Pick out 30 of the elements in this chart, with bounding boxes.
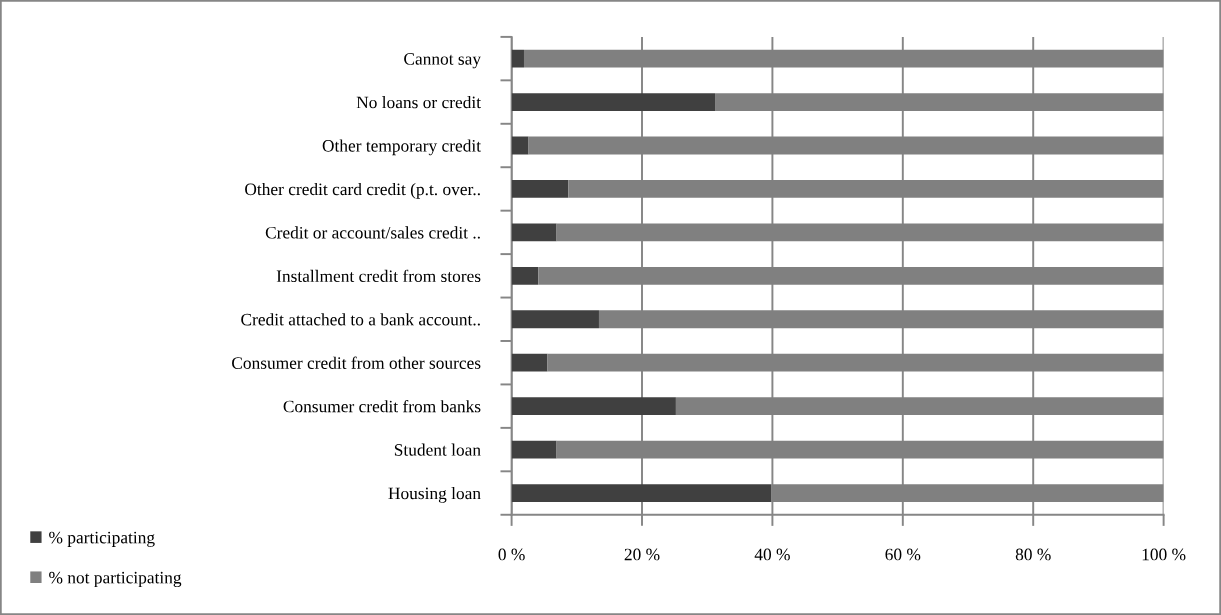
bar: [511, 310, 599, 329]
y-tick-label: Credit attached to a bank account..: [241, 313, 480, 326]
y-tick-label: Housing loan: [388, 487, 481, 503]
x-tick-label: 40 %: [754, 548, 790, 561]
x-tick-label: 60 %: [885, 548, 921, 561]
y-tick-label: Installment credit from stores: [276, 269, 481, 283]
y-tick-label: Student loan: [394, 443, 481, 456]
legend-label: % not participating: [49, 571, 182, 588]
y-tick-label: Cannot say: [404, 53, 481, 69]
x-tick-label: 80 %: [1015, 548, 1051, 561]
bar: [511, 484, 772, 502]
bar: [511, 136, 529, 155]
bar: [511, 353, 548, 372]
y-tick-label: Other temporary credit: [322, 139, 481, 156]
x-tick-label: 0 %: [498, 548, 525, 561]
bar: [511, 49, 524, 68]
bar: [511, 223, 557, 242]
y-tick-label: Consumer credit from banks: [283, 399, 481, 413]
x-tick-label: 100 %: [1142, 548, 1186, 561]
y-tick-label: Consumer credit from other sources: [232, 356, 481, 369]
legend-label: % participating: [49, 531, 155, 547]
y-tick-label: Credit or account/sales credit ..: [265, 226, 480, 239]
bar: [511, 397, 676, 416]
bar: [511, 440, 557, 459]
y-tick-label: No loans or credit: [356, 96, 481, 109]
bar: [511, 266, 539, 285]
bar: [511, 180, 569, 198]
bar: [511, 93, 716, 111]
y-tick-label: Other credit card credit (p.t. over..: [245, 182, 480, 199]
x-tick-label: 20 %: [624, 548, 660, 561]
